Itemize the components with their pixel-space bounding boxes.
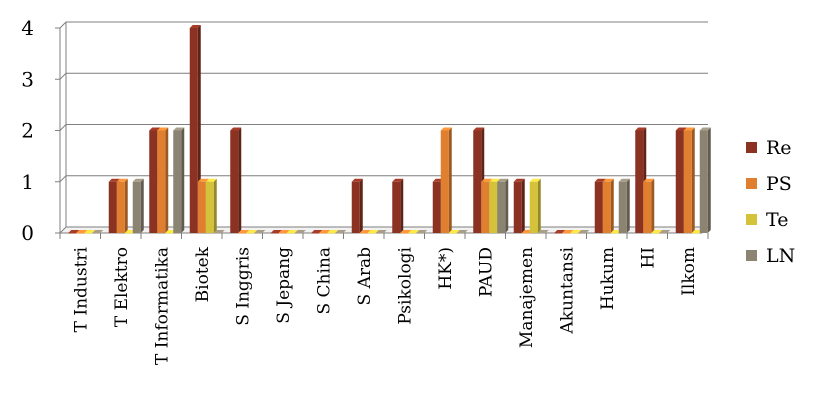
x-tick-label: S China [314, 247, 334, 315]
bar-ps-s-inggris [238, 230, 250, 234]
bar-te-biotek [205, 178, 217, 233]
bar-ln-psikologi [416, 230, 428, 234]
legend-item-ps: PS [746, 173, 792, 195]
bar-ps-t-elektro [116, 178, 128, 233]
bar-te-t-industri [84, 230, 96, 234]
legend-item-re: Re [746, 137, 792, 159]
bar-ps-akuntansi [562, 230, 574, 234]
bar-re-s-arab [351, 178, 363, 233]
x-tick-label: T Industri [71, 246, 91, 332]
bar-ln-t-industri [92, 230, 104, 234]
y-tick-label: 0 [21, 221, 34, 245]
x-tick-label: Biotek [193, 246, 213, 302]
x-tick-labels: T Industri T Elektro T Informatika Biotek S … [71, 246, 699, 365]
gridline-depth [59, 72, 67, 80]
legend: Re PS Te LN [746, 137, 795, 267]
bar-ln-akuntansi [578, 230, 590, 234]
x-tick-label: S Jepang [274, 247, 294, 324]
bar-ps-ilkom [683, 127, 695, 233]
bar-ps-s-jepang [278, 230, 290, 234]
bar-te-manajemen [529, 178, 541, 233]
bar-ln-s-arab [375, 230, 387, 234]
bar-re-s-china [311, 230, 323, 234]
x-tick-label: Psikologi [395, 246, 415, 324]
bar-ps-s-china [319, 230, 331, 234]
bar-te-s-inggris [246, 230, 258, 234]
bar-te-s-jepang [286, 230, 298, 234]
legend-label: Te [766, 209, 788, 231]
bar-ln-manajemen [537, 230, 549, 234]
x-tick-label: Hukum [598, 247, 618, 310]
bar-ps-s-arab [359, 230, 371, 234]
bar-ln-hk- [456, 230, 468, 234]
legend-label: LN [766, 245, 795, 267]
legend-item-te: Te [746, 209, 788, 231]
bar-re-t-industri [68, 230, 80, 234]
bar-ln-s-inggris [254, 230, 266, 234]
bar-te-s-china [327, 230, 339, 234]
bar-re-akuntansi [554, 230, 566, 234]
x-tick-label: S Arab [355, 247, 375, 306]
y-tick-label: 3 [21, 67, 34, 91]
bar-te-hi [651, 230, 663, 234]
legend-swatch [746, 214, 757, 225]
legend-item-ln: LN [746, 245, 795, 267]
x-tick-label: Ilkom [679, 247, 699, 296]
bar-te-psikologi [408, 230, 420, 234]
bar-ps-hk- [440, 127, 452, 233]
gridline-depth [59, 21, 67, 29]
bar-ln-hi [659, 230, 671, 234]
legend-swatch [746, 142, 757, 153]
gridline-depth [59, 124, 67, 131]
gridlines [59, 21, 708, 183]
bar-ln-ilkom [699, 127, 711, 233]
bar-re-manajemen [513, 178, 525, 233]
bar-ln-hukum [618, 178, 630, 233]
x-tick-label: HI [638, 247, 658, 269]
bar-te-hk- [448, 230, 460, 234]
x-tick-label: HK*) [436, 247, 456, 290]
bar-re-s-jepang [270, 230, 282, 234]
bar-ln-t-elektro [132, 178, 144, 233]
x-tick-label: S Inggris [233, 247, 253, 326]
bar-ps-t-industri [76, 230, 88, 234]
y-tick-label: 2 [21, 119, 34, 143]
x-tick-label: Akuntansi [557, 246, 577, 334]
x-tick-label: PAUD [476, 247, 496, 297]
legend-label: Re [766, 137, 792, 159]
bar-ln-t-informatika [173, 127, 185, 233]
bar-re-psikologi [392, 178, 404, 233]
bar-re-s-inggris [230, 127, 242, 233]
y-tick-labels: 0 1 2 3 4 [21, 16, 34, 245]
bar-ln-s-china [335, 230, 347, 234]
bar-ps-hi [643, 178, 655, 233]
x-tick-label: Manajemen [517, 247, 537, 348]
legend-swatch [746, 178, 757, 189]
bar-ps-t-informatika [157, 127, 169, 233]
gridline-depth [59, 175, 67, 183]
bar-ln-biotek [213, 230, 225, 234]
x-tick-label: T Elektro [112, 247, 132, 327]
bar-ln-s-jepang [294, 230, 306, 234]
y-tick-label: 4 [21, 16, 34, 40]
bar-te-akuntansi [570, 230, 582, 234]
bar-ps-hukum [602, 178, 614, 233]
bar-ln-paud [497, 178, 509, 233]
legend-label: PS [766, 173, 792, 195]
legend-swatch [746, 250, 757, 261]
bars [68, 25, 711, 234]
x-tick-label: T Informatika [152, 247, 172, 365]
y-tick-label: 1 [21, 170, 34, 194]
bar-te-s-arab [367, 230, 379, 234]
bar-ps-psikologi [400, 230, 412, 234]
